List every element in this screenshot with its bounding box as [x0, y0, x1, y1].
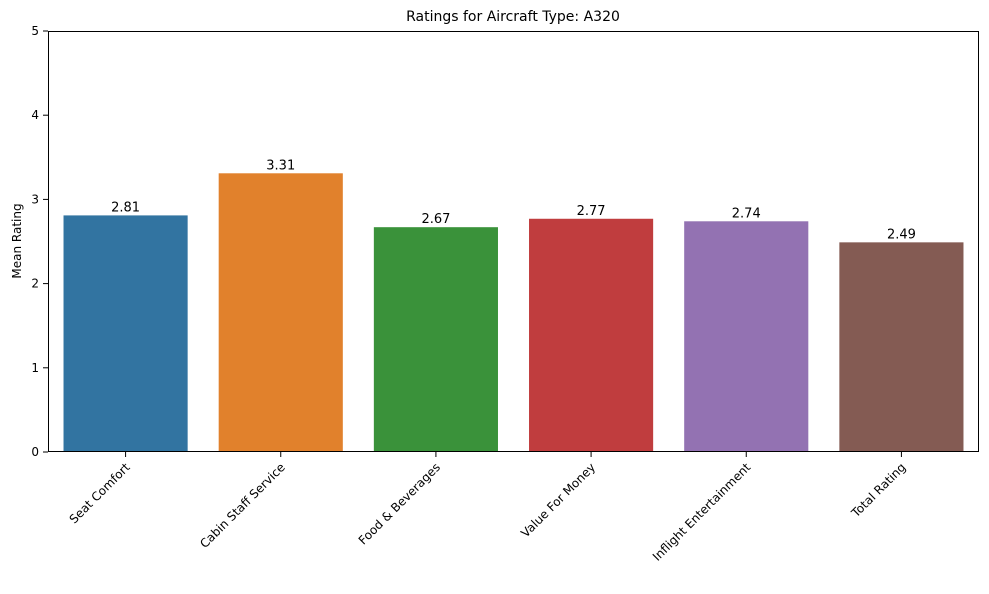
- bar-value-label: 3.31: [266, 158, 295, 173]
- bar-value-label: 2.77: [577, 204, 606, 219]
- bar: [684, 221, 809, 452]
- y-tick-label: 4: [31, 108, 39, 122]
- x-tick-label: Total Rating: [848, 460, 908, 520]
- y-tick-label: 5: [31, 24, 39, 38]
- y-ticks: 0 1 2 3 4 5: [31, 24, 48, 459]
- value-labels: 2.81 3.31 2.67 2.77 2.74 2.49: [111, 158, 916, 242]
- y-tick-label: 3: [31, 192, 39, 206]
- y-tick-label: 0: [31, 445, 39, 459]
- bar: [373, 227, 498, 452]
- y-tick-label: 2: [31, 277, 39, 291]
- plot-frame: [48, 31, 979, 452]
- x-tick-label: Seat Comfort: [67, 460, 133, 526]
- y-tick-label: 1: [31, 361, 39, 375]
- x-ticks: Seat Comfort Cabin Staff Service Food & Be…: [67, 452, 909, 564]
- bar-value-label: 2.67: [421, 212, 450, 227]
- x-tick-label: Value For Money: [518, 460, 598, 540]
- bar: [218, 173, 343, 452]
- bar-value-label: 2.81: [111, 200, 140, 215]
- bars: [63, 173, 964, 452]
- bar: [529, 218, 654, 452]
- bar-value-label: 2.74: [732, 206, 761, 221]
- x-tick-label: Cabin Staff Service: [197, 460, 288, 551]
- y-axis-label: Mean Rating: [10, 203, 24, 278]
- bar: [839, 242, 964, 452]
- x-tick-label: Inflight Entertainment: [650, 460, 754, 564]
- bar-value-label: 2.49: [887, 227, 916, 242]
- chart-title: Ratings for Aircraft Type: A320: [406, 9, 620, 25]
- x-tick-label: Food & Beverages: [356, 460, 443, 547]
- bar: [63, 215, 188, 452]
